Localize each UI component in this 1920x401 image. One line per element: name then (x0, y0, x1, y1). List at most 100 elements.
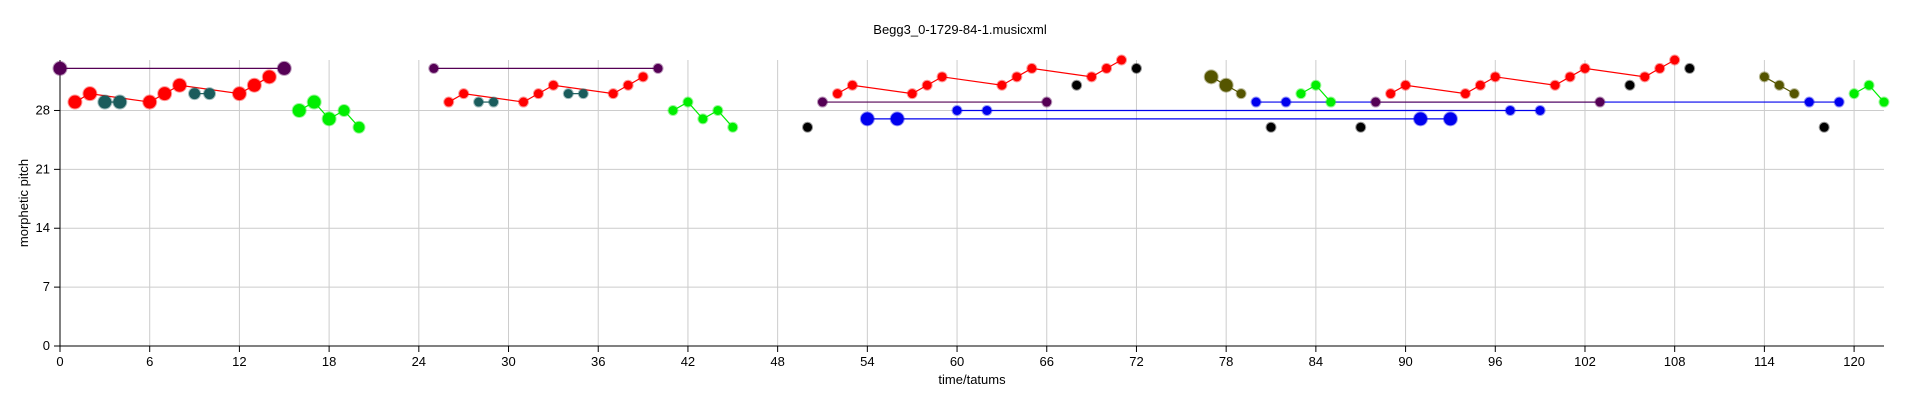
data-point-red (67, 94, 83, 110)
data-point-red (921, 79, 933, 91)
data-point-teal (488, 96, 500, 108)
data-point-red (1639, 71, 1651, 83)
y-tick-label: 21 (36, 161, 50, 176)
data-point-purple (276, 60, 292, 76)
data-point-olive (1203, 69, 1219, 85)
data-point-red (906, 88, 918, 100)
data-point-red (831, 88, 843, 100)
data-point-purple (1370, 96, 1382, 108)
data-point-red (1489, 71, 1501, 83)
x-tick-label: 24 (412, 354, 426, 369)
data-point-red (517, 96, 529, 108)
data-point-black (802, 121, 814, 133)
data-point-red (1086, 71, 1098, 83)
data-point-green (321, 111, 337, 127)
data-point-green (1295, 88, 1307, 100)
data-point-red (1101, 62, 1113, 74)
data-point-red (1385, 88, 1397, 100)
y-tick-label: 0 (43, 338, 50, 353)
data-point-blue (1833, 96, 1845, 108)
data-point-green (682, 96, 694, 108)
data-point-red (1116, 54, 1128, 66)
data-point-red (1669, 54, 1681, 66)
data-point-red (172, 77, 188, 93)
x-tick-label: 18 (322, 354, 336, 369)
data-point-olive (1758, 71, 1770, 83)
data-point-olive (1773, 79, 1785, 91)
y-tick-label: 28 (36, 102, 50, 117)
x-tick-label: 42 (681, 354, 695, 369)
data-point-red (996, 79, 1008, 91)
x-axis-label: time/tatums (938, 372, 1006, 387)
x-tick-label: 72 (1129, 354, 1143, 369)
data-point-olive (1788, 88, 1800, 100)
grid (59, 60, 1884, 347)
data-point-blue (1442, 111, 1458, 127)
x-tick-label: 84 (1309, 354, 1323, 369)
x-tick-label: 96 (1488, 354, 1502, 369)
data-point-red (261, 69, 277, 85)
data-point-blue (859, 111, 875, 127)
data-point-green (1310, 79, 1322, 91)
data-point-purple (1594, 96, 1606, 108)
data-point-purple (52, 60, 68, 76)
data-point-purple (428, 62, 440, 74)
data-point-green (667, 104, 679, 116)
data-point-green (1325, 96, 1337, 108)
y-axis-label: morphetic pitch (16, 159, 31, 247)
data-point-green (337, 103, 351, 117)
x-tick-label: 60 (950, 354, 964, 369)
data-point-green (1848, 88, 1860, 100)
data-point-red (443, 96, 455, 108)
x-tick-label: 0 (56, 354, 63, 369)
data-point-green (727, 121, 739, 133)
data-point-blue (951, 104, 963, 116)
data-point-black (1818, 121, 1830, 133)
x-tick-label: 36 (591, 354, 605, 369)
x-tick-label: 30 (501, 354, 515, 369)
data-points (52, 54, 1890, 134)
data-point-red (637, 71, 649, 83)
data-point-red (607, 88, 619, 100)
data-point-red (1459, 88, 1471, 100)
data-point-blue (1534, 104, 1546, 116)
data-point-green (697, 113, 709, 125)
data-point-teal (112, 94, 128, 110)
data-point-red (1026, 62, 1038, 74)
data-point-blue (1504, 104, 1516, 116)
data-point-red (1474, 79, 1486, 91)
data-point-green (712, 104, 724, 116)
data-point-blue (889, 111, 905, 127)
data-point-green (352, 120, 366, 134)
data-point-blue (981, 104, 993, 116)
x-tick-label: 48 (770, 354, 784, 369)
x-tick-label: 78 (1219, 354, 1233, 369)
data-point-red (846, 79, 858, 91)
data-point-red (936, 71, 948, 83)
data-point-olive (1235, 88, 1247, 100)
data-point-green (1878, 96, 1890, 108)
data-point-olive (1218, 77, 1234, 93)
data-point-teal (473, 96, 485, 108)
data-point-green (291, 102, 307, 118)
data-point-purple (816, 96, 828, 108)
x-tick-label: 12 (232, 354, 246, 369)
data-point-blue (1280, 96, 1292, 108)
axes: 0 6 12 18 24 30 36 42 48 54 60 66 72 78 84 90 96 102 108 11… (36, 60, 1884, 369)
data-point-red (82, 86, 98, 102)
data-point-black (1130, 62, 1142, 74)
data-point-red (622, 79, 634, 91)
x-tick-label: 108 (1664, 354, 1686, 369)
data-point-red (532, 88, 544, 100)
data-point-blue (1250, 96, 1262, 108)
chart-title: Begg3_0-1729-84-1.musicxml (873, 22, 1047, 37)
data-point-black (1265, 121, 1277, 133)
data-point-red (1549, 79, 1561, 91)
data-point-black (1624, 79, 1636, 91)
data-point-purple (652, 62, 664, 74)
data-point-red (458, 88, 470, 100)
data-point-blue (1803, 96, 1815, 108)
x-tick-label: 66 (1040, 354, 1054, 369)
data-point-blue (1413, 111, 1429, 127)
